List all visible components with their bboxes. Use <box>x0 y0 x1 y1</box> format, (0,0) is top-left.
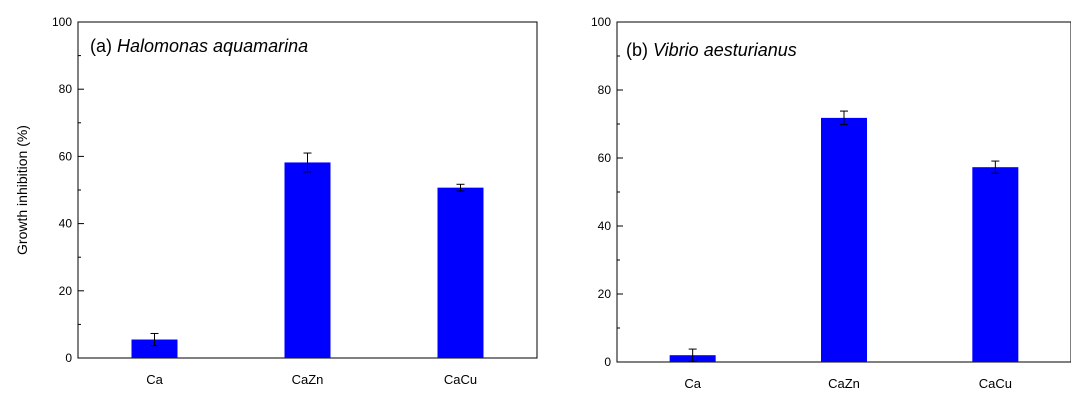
panel-a-ytick-label: 20 <box>59 284 73 298</box>
panel-b-ytick-label: 20 <box>598 287 612 301</box>
panel-a-ylabel: Growth inhibition (%) <box>14 125 30 255</box>
panel-a-bar-cacu <box>437 187 484 358</box>
panel-b-ytick-label: 60 <box>598 151 612 165</box>
panel-b-species-name: Vibrio aesturianus <box>653 40 797 60</box>
panel-b-bar-cazn <box>821 117 867 362</box>
panel-b-ytick-label: 80 <box>598 83 612 97</box>
panel-b-ytick-label: 0 <box>604 355 611 369</box>
panel-a-label: (a) <box>90 36 117 56</box>
panel-b-xtick-label-ca: Ca <box>684 376 701 389</box>
panel-a-xtick-label-ca: Ca <box>146 372 163 387</box>
panel-a-ytick-label: 100 <box>52 15 72 29</box>
panel-a: 0 20 40 60 80 100 Ca CaZn CaCu (a) Halomonas aqua… <box>14 15 538 387</box>
panel-b-xtick-label-cazn: CaZn <box>828 376 860 389</box>
panel-b-title: (b) Vibrio aesturianus <box>626 40 797 60</box>
panel-b-label: (b) <box>626 40 653 60</box>
panel-b-ytick-label: 100 <box>591 15 611 29</box>
panel-a-ytick-label: 0 <box>65 351 72 365</box>
panel-b-bar-cacu <box>972 167 1019 362</box>
panel-a-bar-ca <box>131 339 178 358</box>
panel-b: 0 20 40 60 80 100 Ca CaZn CaCu (b) Vibrio aesturi… <box>591 15 1071 391</box>
panel-b-xtick-label-cacu: CaCu <box>979 376 1012 389</box>
panel-a-ytick-label: 80 <box>59 82 73 96</box>
panel-a-ytick-label: 60 <box>59 149 73 163</box>
panel-a-xtick-label-cacu: CaCu <box>444 372 477 387</box>
panel-a-bar-cazn <box>284 162 331 358</box>
panel-a-title: (a) Halomonas aquamarina <box>90 36 308 56</box>
panel-a-xtick-label-cazn: CaZn <box>292 372 324 387</box>
panel-a-species-name: Halomonas aquamarina <box>117 36 308 56</box>
panel-b-ytick-label: 40 <box>598 219 612 233</box>
panel-a-ytick-label: 40 <box>59 217 73 231</box>
